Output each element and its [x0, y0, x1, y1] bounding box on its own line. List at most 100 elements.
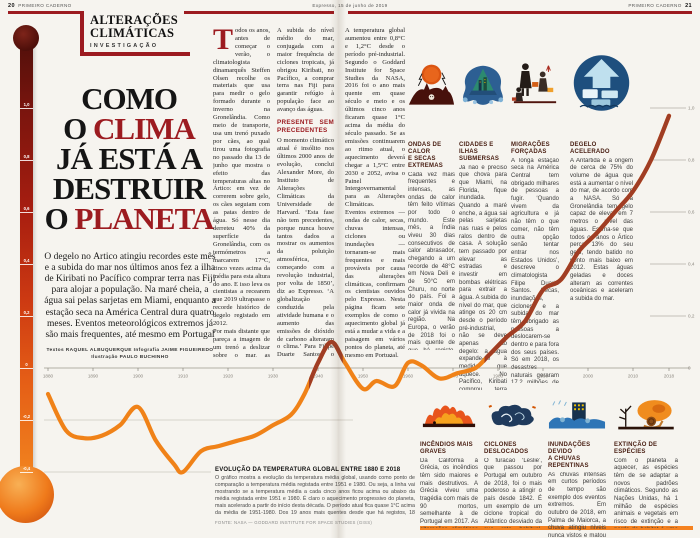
section-title: MIGRAÇÕES FORÇADAS — [511, 142, 550, 155]
section-heatwaves: ONDAS DE CALOR E SECAS EXTREMAS Cada vez… — [408, 28, 455, 350]
byline: Textos RAQUEL ALBUQUERQUE Infografia JAI… — [42, 347, 218, 361]
article-col1-text: odos os anos, antes de começar o verão, … — [213, 27, 270, 357]
thermometer-tick — [20, 264, 33, 265]
chart-caption: EVOLUÇÃO DA TEMPERATURA GLOBAL ENTRE 188… — [215, 467, 415, 525]
thermometer-tick-label: -0,2 — [22, 414, 31, 419]
svg-text:1930: 1930 — [268, 374, 279, 379]
cyclone-icon — [484, 392, 542, 438]
section-body: A longa estação seca na América Central … — [511, 157, 559, 383]
svg-text:1,0: 1,0 — [688, 106, 695, 111]
section-title: ONDAS DE CALOR E SECAS EXTREMAS — [408, 142, 443, 169]
byline-line-2: Ilustração PAULO BUCHINHO — [91, 355, 169, 361]
species-extinction-icon — [614, 392, 678, 438]
section-flash-floods: INUNDAÇÕES DEVIDO A CHUVAS REPENTINAS As… — [548, 392, 606, 538]
thermometer-tick — [20, 212, 33, 213]
svg-text:1970: 1970 — [448, 374, 459, 379]
chart-source: FONTE: NASA — GODDARD INSTITUTE FOR SPAC… — [215, 520, 373, 525]
thermometer-tick-label: -0,4 — [22, 466, 31, 471]
wildfire-icon — [420, 392, 478, 438]
badge-kicker: INVESTIGAÇÃO — [90, 43, 159, 50]
chart-caption-body: O gráfico mostra a evolução da temperatu… — [215, 475, 415, 517]
drop-cap: T — [213, 27, 234, 56]
forced-migration-icon — [511, 28, 559, 138]
folio-left-label: PRIMEIRO CADERNO — [18, 3, 72, 8]
badge-title-line2: CLIMÁTICAS — [90, 26, 175, 41]
svg-text:2010: 2010 — [628, 374, 639, 379]
badge-title-line1: ALTERAÇÕES — [90, 13, 178, 27]
section-body: As chuvas intensas em curtos períodos de… — [548, 471, 606, 538]
section-title: DEGELO ACELERADO — [570, 142, 610, 155]
svg-text:1940: 1940 — [313, 374, 324, 379]
article-column-3: A temperatura global aumentou entre 0,8°… — [345, 27, 405, 357]
section-body: Já não é preciso que chova para que Miam… — [459, 164, 507, 390]
masthead-rule-left-b — [184, 11, 334, 14]
bottom-orange-rule — [420, 526, 693, 530]
folio-right: PRIMEIRO CADERNO 21 — [628, 3, 692, 9]
thermometer-tick-label: 0,8 — [23, 154, 30, 159]
headline-word: COMO — [81, 81, 178, 116]
section-forced-migrations: MIGRAÇÕES FORÇADAS A longa estação seca … — [511, 28, 559, 383]
headline-line-2: O CLIMA — [44, 113, 214, 144]
flood-icon — [548, 392, 606, 438]
heatwave-sun-icon — [408, 28, 455, 138]
byline-line-1: Textos RAQUEL ALBUQUERQUE Infografia JAI… — [46, 348, 214, 353]
thermometer-tick-label: 0,4 — [23, 258, 30, 263]
section-title: CICLONES DESLOCADOS — [484, 442, 529, 455]
accelerated-melt-icon — [570, 28, 633, 138]
svg-text:1910: 1910 — [178, 374, 189, 379]
section-title: CIDADES E ILHAS SUBMERSAS — [459, 142, 500, 162]
headline-line-5: O PLANETA — [44, 201, 215, 237]
thermometer-tick-label: 0,2 — [23, 310, 30, 315]
svg-text:0,8: 0,8 — [688, 158, 695, 163]
section-displaced-cyclones: CICLONES DESLOCADOS O furacão ‘Leslie’, … — [484, 392, 542, 528]
svg-text:1950: 1950 — [358, 374, 369, 379]
folio-right-label: PRIMEIRO CADERNO — [628, 3, 682, 8]
folio-center-date: Expresso, 15 de junho de 2019 — [312, 3, 388, 8]
folio-right-number: 21 — [685, 3, 692, 9]
folio-left-number: 20 — [8, 3, 15, 9]
section-body: Da Califórnia à Grécia, os incêndios têm… — [420, 457, 478, 528]
section-body: A Antártida é a origem de cerca de 75% d… — [570, 157, 633, 302]
thermometer-bulb — [0, 466, 54, 523]
section-wildfires: INCÊNDIOS MAIS GRAVES Da Califórnia à Gr… — [420, 392, 478, 528]
chart-caption-title: EVOLUÇÃO DA TEMPERATURA GLOBAL ENTRE 188… — [215, 467, 401, 473]
article-col2a-text: A subida do nível médio do mar, conjugad… — [277, 27, 334, 114]
svg-text:2018: 2018 — [664, 374, 675, 379]
octopus-city-icon — [459, 28, 507, 138]
svg-text:0,6: 0,6 — [688, 210, 695, 215]
masthead-rule-left-a — [8, 11, 80, 14]
headline-word: O — [44, 201, 75, 237]
article-subhead: PRESENTE SEM PRECEDENTES — [277, 119, 334, 134]
thermometer-tick — [20, 316, 33, 317]
svg-text:0,2: 0,2 — [688, 314, 695, 319]
section-submerged-cities: CIDADES E ILHAS SUBMERSAS Já não é preci… — [459, 28, 507, 390]
thermometer-knob — [13, 25, 39, 51]
thermometer-tick-label: 0,6 — [23, 206, 30, 211]
svg-text:0: 0 — [688, 366, 691, 371]
page-title: COMO O CLIMA JÁ ESTÁ A DESTRUIR O PLANET… — [44, 81, 215, 237]
svg-text:1890: 1890 — [88, 374, 99, 379]
section-badge: ALTERAÇÕES CLIMÁTICAS INVESTIGAÇÃO — [80, 11, 190, 57]
section-accelerated-melt: DEGELO ACELERADO A Antártida é a origem … — [570, 28, 633, 308]
article-col2b-text: O momento climático atual é insólito nos… — [277, 137, 334, 357]
section-body: Com o planeta a aquecer, as espécies têm… — [614, 457, 678, 528]
thermometer-tick — [20, 160, 33, 161]
masthead-rule-right — [348, 11, 692, 14]
section-species-extinction: EXTINÇÃO DE ESPÉCIES Com o planeta a aqu… — [614, 392, 678, 528]
folio-left: 20 PRIMEIRO CADERNO — [8, 3, 72, 9]
section-title: INUNDAÇÕES DEVIDO A CHUVAS REPENTINAS — [548, 442, 591, 469]
thermometer-tick — [20, 472, 33, 473]
svg-text:1920: 1920 — [223, 374, 234, 379]
section-title: EXTINÇÃO DE ESPÉCIES — [614, 442, 658, 455]
page-fold-shadow — [330, 0, 346, 538]
headline-line-4: DESTRUIR — [44, 173, 214, 204]
article-col3-text: A temperatura global aumentou entre 0,8°… — [345, 27, 405, 357]
svg-text:1960: 1960 — [403, 374, 414, 379]
svg-text:1900: 1900 — [133, 374, 144, 379]
section-body: Cada vez mais frequentes e intensas, as … — [408, 171, 455, 350]
thermometer-tick — [20, 368, 33, 369]
thermometer-tick-label: 1,0 — [23, 102, 30, 107]
svg-text:1880: 1880 — [43, 374, 54, 379]
